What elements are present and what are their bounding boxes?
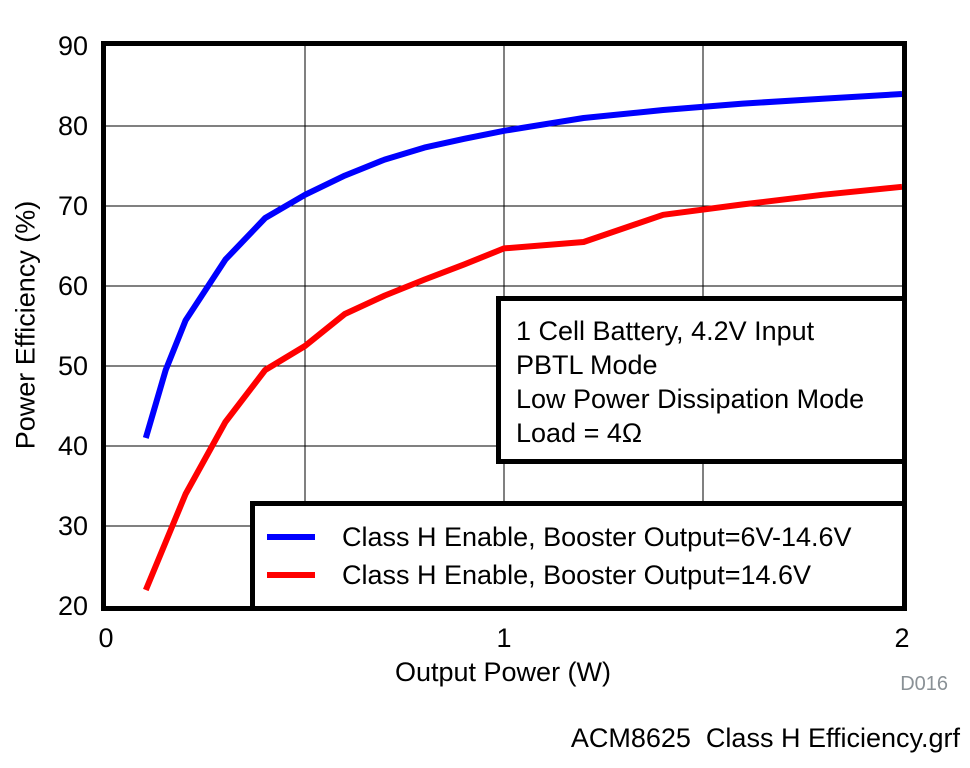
annotation-line: PBTL Mode <box>516 350 658 380</box>
legend-line-sample <box>267 534 315 540</box>
y-tick-label: 40 <box>57 431 88 461</box>
x-tick-label: 0 <box>98 623 114 653</box>
conditions-annotation-box: 1 Cell Battery, 4.2V Input PBTL Mode Low P… <box>496 296 907 464</box>
y-axis-title: Power Efficiency (%) <box>10 200 41 450</box>
x-axis-title: Output Power (W) <box>394 657 612 687</box>
source-file-caption: ACM8625 Class H Efficiency.grf <box>570 723 960 753</box>
y-tick-label: 50 <box>57 351 88 381</box>
series-curve <box>142 91 903 439</box>
y-tick-label: 30 <box>57 511 88 541</box>
y-tick-label: 60 <box>57 271 88 301</box>
annotation-line: Load = 4Ω <box>516 418 643 448</box>
plot-id-watermark: D016 <box>900 673 948 695</box>
y-tick-label: 90 <box>57 31 88 61</box>
y-tick-label: 20 <box>57 591 88 621</box>
y-tick-label: 70 <box>57 191 88 221</box>
annotation-line: Low Power Dissipation Mode <box>516 384 865 414</box>
legend-entry: Class H Enable, Booster Output=6V-14.6V <box>255 522 902 552</box>
x-tick-label: 2 <box>894 623 910 653</box>
y-tick-label: 80 <box>57 111 88 141</box>
series-curve <box>143 183 903 592</box>
legend-line-sample <box>267 572 315 578</box>
legend: Class H Enable, Booster Output=6V-14.6V C… <box>250 501 907 611</box>
x-tick-label: 1 <box>496 623 512 653</box>
legend-entry: Class H Enable, Booster Output=14.6V <box>255 560 902 590</box>
annotation-line: 1 Cell Battery, 4.2V Input <box>516 316 815 346</box>
legend-label: Class H Enable, Booster Output=14.6V <box>342 559 812 590</box>
legend-label: Class H Enable, Booster Output=6V-14.6V <box>342 521 852 552</box>
